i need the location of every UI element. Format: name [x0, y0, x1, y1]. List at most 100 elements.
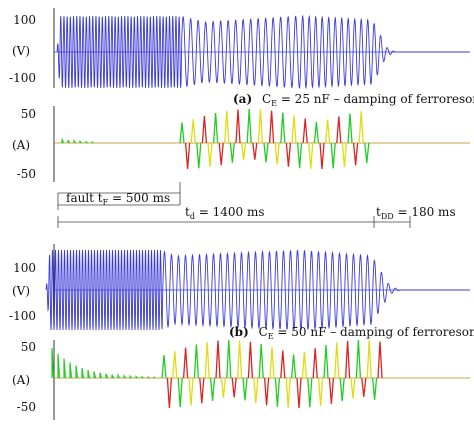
current-spike: [344, 340, 351, 379]
current-trace-initial: [61, 138, 94, 144]
caption-a-sub: E: [271, 99, 277, 108]
current-spike: [371, 377, 378, 400]
tdd-sub: DD: [381, 212, 394, 221]
caption-b-sub: E: [268, 332, 274, 341]
tick-b-c-minus50: -50: [17, 400, 36, 414]
tdd-prefix: t: [376, 205, 381, 219]
current-spike: [204, 342, 210, 379]
current-spike: [302, 118, 308, 144]
td-prefix: t: [185, 205, 190, 219]
current-spike: [280, 112, 286, 144]
current-spike: [226, 339, 232, 379]
ylabel-a-current: (A): [12, 138, 30, 152]
current-spike: [341, 142, 348, 168]
current-spike: [172, 351, 178, 379]
current-spike: [339, 377, 345, 402]
current-spike: [242, 377, 248, 401]
current-spike: [166, 377, 173, 408]
tick-a-v-100: 100: [13, 13, 36, 27]
current-waveforms-a: [61, 108, 370, 170]
current-spike: [290, 354, 297, 379]
current-spike: [207, 142, 213, 167]
current-spike: [209, 377, 216, 401]
current-spike: [263, 377, 270, 406]
current-spike: [308, 142, 314, 169]
current-spike: [235, 109, 241, 144]
td-suffix: = 1400 ms: [195, 205, 265, 219]
current-spike: [240, 142, 247, 161]
caption-a-rest: = 25 nF – damping of ferroresonance: [277, 92, 474, 106]
current-spike: [355, 339, 362, 379]
current-spike: [215, 340, 221, 379]
tick-a-c-50: 50: [21, 107, 36, 121]
current-spike: [231, 377, 237, 398]
voltage-trace: [45, 249, 470, 331]
current-waveforms-b: [51, 339, 383, 408]
current-spike: [184, 142, 191, 169]
current-spike: [280, 350, 286, 379]
tick-a-v-minus100: -100: [9, 71, 36, 85]
td-label: td = 1400 ms: [185, 205, 265, 221]
current-spike: [258, 344, 264, 379]
current-spike: [224, 110, 230, 144]
current-spike: [252, 142, 258, 160]
current-spike: [246, 108, 252, 144]
tdd-suffix: = 180 ms: [394, 205, 456, 219]
caption-a: (a) CE = 25 nF – damping of ferroresonan…: [233, 92, 474, 108]
current-spike: [301, 351, 308, 379]
current-spike: [366, 340, 372, 379]
current-spike: [274, 142, 280, 165]
current-spike: [269, 347, 275, 379]
td-sub: d: [190, 212, 195, 221]
ylabel-b-current: (A): [12, 373, 30, 387]
current-spike: [177, 377, 183, 408]
current-spike: [188, 377, 194, 406]
caption-a-c: C: [262, 92, 271, 106]
current-spike: [257, 109, 264, 144]
current-spike: [291, 115, 297, 144]
caption-b-rest: = 50 nF – damping of ferroresonance: [274, 325, 474, 339]
current-spike: [350, 377, 356, 399]
current-spike: [330, 142, 336, 169]
current-spike: [334, 342, 340, 379]
current-spike: [196, 142, 202, 169]
current-spike: [323, 344, 329, 379]
current-trace-initial: [51, 347, 156, 379]
current-spike: [263, 142, 269, 163]
current-spike: [307, 377, 313, 408]
voltage-trace: [56, 14, 470, 90]
caption-b-tag: (b): [229, 325, 249, 339]
current-spike: [193, 344, 200, 379]
tick-b-v-100: 100: [13, 261, 36, 275]
current-spike: [324, 119, 331, 144]
current-spike: [336, 116, 342, 144]
current-spike: [328, 377, 335, 404]
current-spike: [253, 377, 259, 404]
current-spike: [296, 377, 302, 408]
tick-b-v-minus100: -100: [9, 309, 36, 323]
current-spike: [285, 377, 291, 408]
current-spike: [212, 113, 219, 144]
current-spike: [377, 341, 383, 379]
current-spike: [179, 122, 185, 144]
current-spike: [218, 142, 224, 166]
current-spike: [361, 377, 367, 397]
current-spike: [352, 142, 359, 166]
voltage-waveform-a: [56, 14, 470, 90]
ylabel-b-voltage: (V): [12, 284, 30, 298]
fault-suffix: = 500 ms: [108, 191, 170, 205]
current-spike: [161, 355, 167, 379]
fault-label: fault tF = 500 ms: [66, 191, 170, 207]
tick-b-c-50: 50: [21, 340, 36, 354]
fault-prefix: fault t: [66, 191, 103, 205]
current-spike: [358, 111, 364, 144]
fault-annotation: fault tF = 500 ms: [57, 182, 181, 210]
current-spike: [313, 121, 320, 144]
current-spike: [317, 377, 324, 406]
current-spike: [285, 142, 292, 167]
current-spike: [201, 115, 208, 144]
current-spike: [190, 119, 196, 144]
current-spike: [274, 377, 281, 407]
